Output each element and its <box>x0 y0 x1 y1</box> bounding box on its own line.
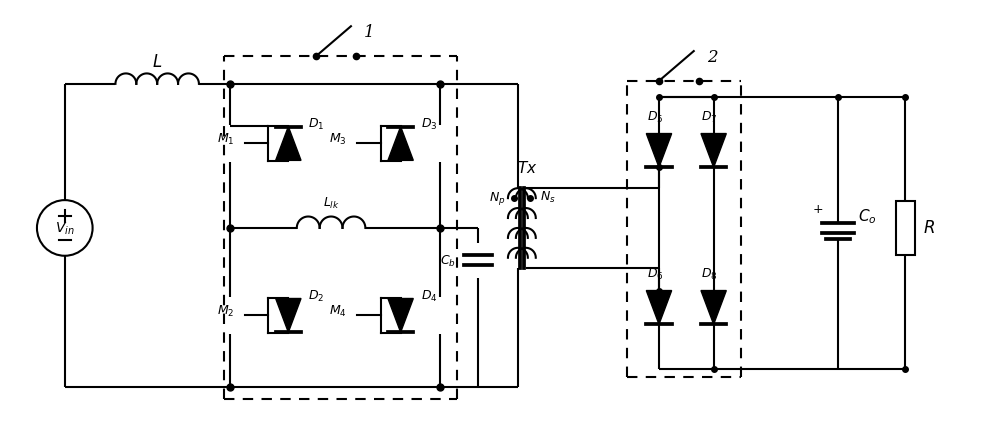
Text: $C_b$: $C_b$ <box>440 253 456 268</box>
Text: $D_4$: $D_4$ <box>421 288 437 304</box>
Polygon shape <box>701 291 726 325</box>
Text: $L_{lk}$: $L_{lk}$ <box>323 195 339 211</box>
Text: $C_o$: $C_o$ <box>858 207 876 226</box>
Text: $+$: $+$ <box>812 202 824 215</box>
Text: $D_2$: $D_2$ <box>308 288 324 304</box>
Polygon shape <box>388 127 413 161</box>
Text: $D_6$: $D_6$ <box>647 266 663 281</box>
Polygon shape <box>701 134 726 168</box>
Text: 1: 1 <box>364 24 374 41</box>
Text: $M_4$: $M_4$ <box>329 303 347 318</box>
Text: $M_1$: $M_1$ <box>217 132 235 147</box>
Text: $L$: $L$ <box>152 54 162 71</box>
Polygon shape <box>646 291 672 325</box>
Polygon shape <box>388 299 413 332</box>
Text: $R$: $R$ <box>923 220 935 237</box>
Text: $D_8$: $D_8$ <box>701 266 718 281</box>
Polygon shape <box>646 134 672 168</box>
Polygon shape <box>276 299 301 332</box>
Text: $M_3$: $M_3$ <box>329 132 347 147</box>
Text: $N_s$: $N_s$ <box>540 190 555 205</box>
Text: 2: 2 <box>707 49 717 65</box>
Text: $D_1$: $D_1$ <box>308 117 325 132</box>
Text: $D_7$: $D_7$ <box>701 109 718 124</box>
Text: $M_2$: $M_2$ <box>217 303 235 318</box>
Text: $D_3$: $D_3$ <box>421 117 437 132</box>
Text: $N_p$: $N_p$ <box>489 190 506 207</box>
Polygon shape <box>276 127 301 161</box>
Text: $D_5$: $D_5$ <box>647 109 663 124</box>
Text: $Tx$: $Tx$ <box>517 160 537 176</box>
Text: $V_{in}$: $V_{in}$ <box>55 220 75 237</box>
Bar <box>896 201 915 255</box>
